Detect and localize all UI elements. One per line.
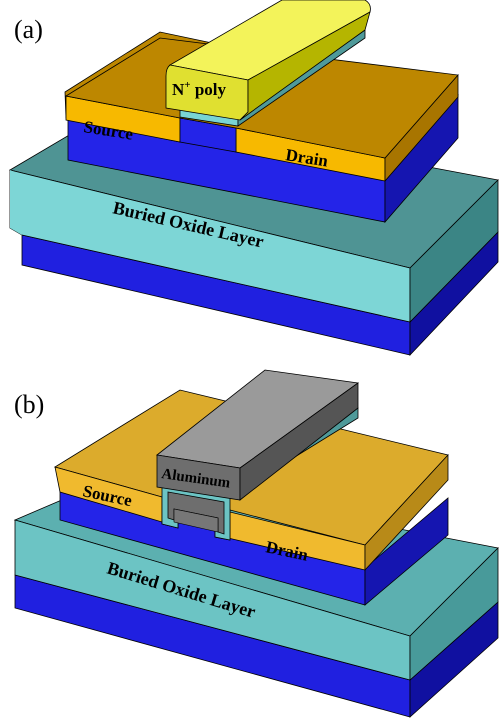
panel-a-poly-gate [165,0,371,121]
panel-a-gate-label: N+ poly [172,79,226,99]
panel-a: (a) [8,0,499,357]
panel-b: (b) [13,369,499,718]
panel-b-letter: (b) [14,390,44,419]
panel-b-aluminum-gate [156,369,360,501]
panel-b-gate-trench [161,484,231,541]
panel-a-gate-oxide [179,29,366,127]
panel-a-letter: (a) [14,15,43,44]
